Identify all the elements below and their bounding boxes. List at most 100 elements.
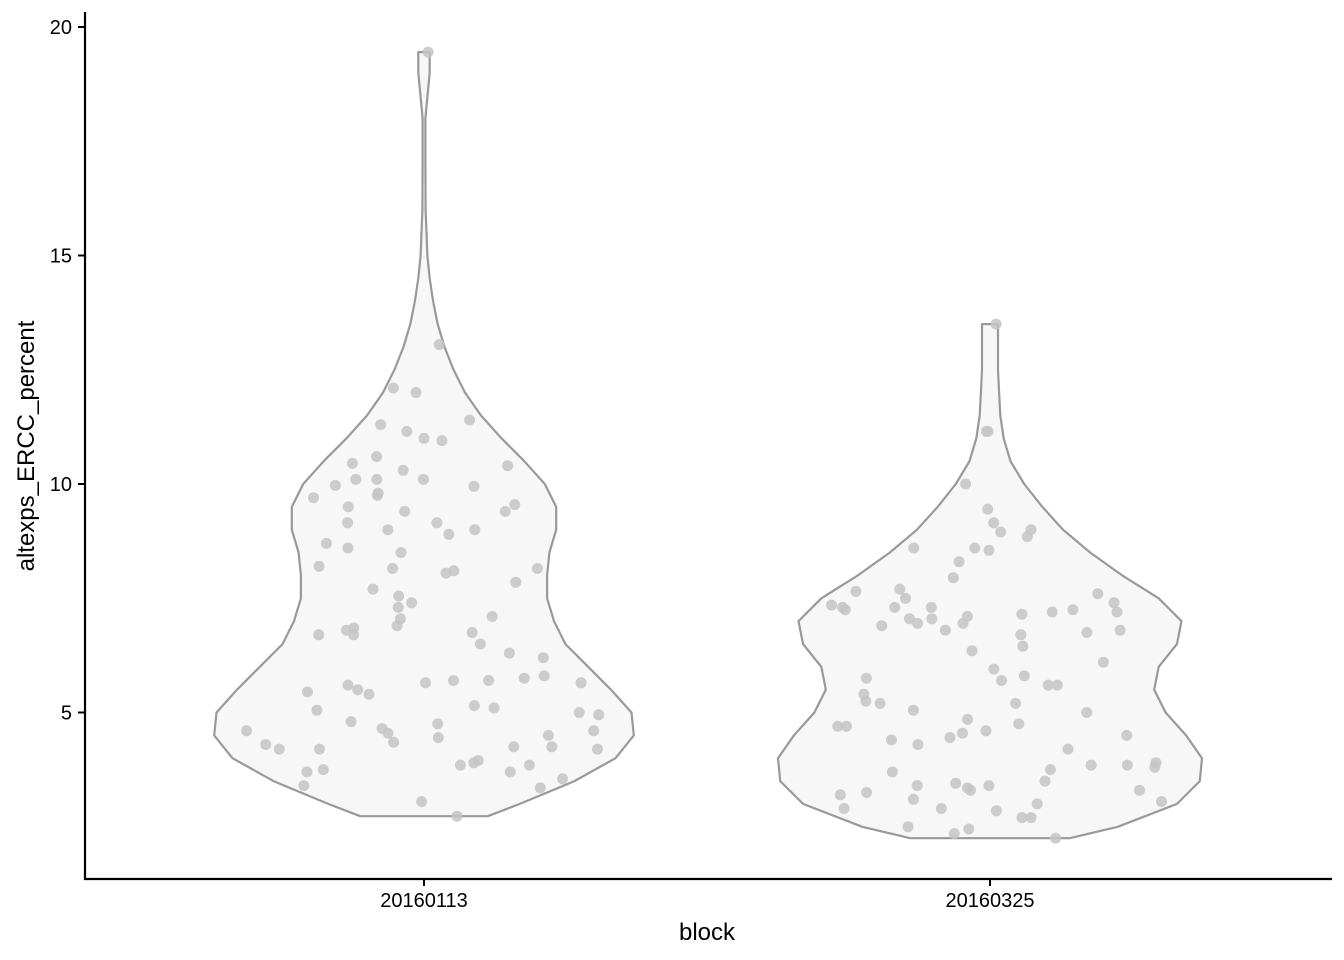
data-point: [499, 505, 511, 517]
data-point: [410, 387, 422, 399]
data-point: [329, 479, 341, 491]
data-point: [886, 734, 897, 746]
data-point: [1067, 604, 1079, 616]
data-point: [874, 697, 886, 709]
data-point: [839, 604, 851, 616]
data-point: [982, 425, 994, 437]
x-tick-label: 20160113: [380, 890, 468, 912]
data-point: [592, 743, 603, 755]
y-tick-label: 5: [61, 703, 72, 725]
data-point: [320, 537, 332, 549]
data-point: [1015, 629, 1027, 641]
data-point: [889, 601, 901, 613]
data-point: [1017, 640, 1029, 652]
data-point: [393, 590, 405, 602]
data-point: [388, 736, 400, 748]
data-point: [911, 780, 923, 792]
data-point: [342, 542, 354, 554]
data-point: [840, 720, 852, 732]
data-point: [504, 766, 516, 778]
data-point: [352, 684, 364, 696]
data-point: [960, 478, 972, 490]
data-point: [953, 556, 965, 568]
data-point: [314, 743, 325, 755]
data-point: [935, 803, 947, 814]
data-point: [1042, 679, 1054, 691]
data-point: [523, 759, 535, 771]
data-point: [382, 524, 394, 536]
data-point: [469, 524, 481, 536]
data-point: [902, 821, 914, 833]
data-point: [260, 739, 272, 750]
data-point: [432, 718, 444, 730]
data-point: [876, 620, 888, 632]
data-point: [557, 773, 569, 785]
data-point: [886, 766, 898, 778]
plot-area: [213, 46, 1204, 844]
data-point: [313, 560, 325, 572]
data-point: [980, 725, 992, 737]
data-point: [371, 473, 383, 485]
data-point: [534, 782, 546, 794]
data-point: [1085, 759, 1097, 771]
data-point: [468, 700, 480, 712]
data-point: [962, 713, 973, 725]
data-point: [1016, 812, 1028, 824]
data-point: [939, 624, 951, 636]
data-point: [912, 617, 923, 629]
data-point: [468, 757, 480, 769]
data-point: [348, 629, 360, 641]
data-point: [1013, 718, 1025, 730]
data-point: [375, 419, 387, 431]
data-point: [861, 787, 873, 798]
data-point: [1046, 606, 1058, 618]
data-point: [298, 780, 310, 792]
data-point: [466, 627, 478, 638]
data-point: [1050, 832, 1062, 844]
data-point: [443, 528, 455, 540]
data-point: [904, 613, 915, 625]
data-point: [451, 810, 463, 822]
y-tick-label: 10: [50, 474, 72, 496]
data-point: [1021, 531, 1033, 543]
data-point: [908, 542, 920, 554]
data-point: [391, 620, 403, 632]
data-point: [518, 672, 530, 684]
data-point: [432, 732, 444, 744]
data-point: [1121, 759, 1133, 771]
data-point: [832, 720, 844, 732]
data-point: [948, 828, 960, 840]
data-point: [317, 764, 329, 776]
y-ticks: 5 10 15 20: [50, 17, 85, 725]
data-point: [342, 501, 354, 513]
data-point: [422, 46, 434, 58]
data-point: [957, 727, 968, 739]
data-point: [392, 601, 404, 613]
data-point: [1121, 729, 1133, 741]
data-point: [1114, 624, 1126, 636]
data-point: [1031, 798, 1043, 810]
data-point: [900, 592, 911, 604]
data-point: [395, 547, 407, 559]
data-point: [1039, 775, 1051, 787]
data-point: [1010, 697, 1021, 709]
data-point: [464, 414, 476, 426]
data-point: [1025, 812, 1037, 824]
data-point: [474, 638, 486, 650]
data-point: [1051, 679, 1063, 691]
data-point: [1111, 606, 1123, 618]
data-point: [399, 505, 411, 517]
x-axis: 20160113 20160325: [84, 877, 1332, 912]
data-point: [1097, 656, 1109, 668]
data-point: [926, 613, 938, 625]
data-point: [912, 739, 924, 750]
data-point: [454, 759, 466, 771]
data-point: [241, 725, 253, 737]
data-point: [406, 597, 418, 609]
data-point: [431, 517, 443, 529]
data-point: [573, 707, 585, 718]
data-point: [907, 793, 919, 805]
data-point: [486, 611, 498, 622]
data-point: [575, 677, 587, 689]
data-point: [850, 585, 862, 597]
